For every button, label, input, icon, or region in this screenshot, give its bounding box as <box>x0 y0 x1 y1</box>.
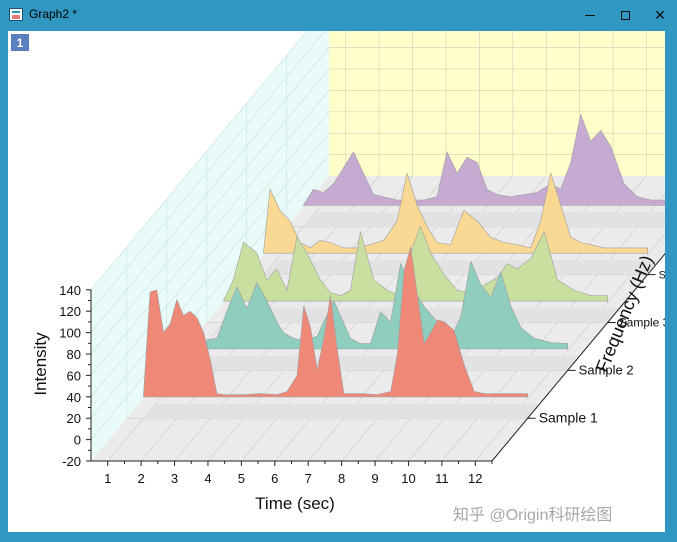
side-grid-line <box>90 31 326 312</box>
chart-series <box>143 114 665 419</box>
y-axis-title: Intensity <box>31 332 50 396</box>
x-axis-title: Time (sec) <box>255 494 335 513</box>
z-tick-label: Sample 3 <box>619 315 665 329</box>
layer-1-badge[interactable]: 1 <box>11 34 29 51</box>
side-grid-line <box>90 111 330 398</box>
graph-page[interactable]: 1 -20 0 20 40 60 80 100 120 140 1 2 3 4 5 6 7 8 9 10 11 12 Sa… <box>8 31 665 532</box>
side-grid-line <box>90 47 330 333</box>
y-tick-label: 140 <box>59 283 81 298</box>
side-grid-line <box>90 154 330 440</box>
series-floor-band <box>263 260 660 275</box>
x-tick-label: 4 <box>204 471 211 486</box>
z-tick-label: Sample 2 <box>579 362 634 377</box>
series-area-sample-5[interactable] <box>303 114 665 206</box>
series-area-sample-4[interactable] <box>263 172 648 254</box>
side-grid-line <box>90 68 330 355</box>
minimize-icon <box>585 14 595 16</box>
series-floor-band <box>183 356 580 371</box>
minimize-button[interactable] <box>575 3 605 27</box>
window-title: Graph2 * <box>29 7 78 21</box>
close-icon: ✕ <box>654 6 666 23</box>
side-grid-line <box>90 90 330 376</box>
close-button[interactable]: ✕ <box>645 3 675 27</box>
y-tick-label: 20 <box>67 411 81 426</box>
graph-window-icon[interactable] <box>9 8 23 21</box>
title-bar[interactable]: Graph2 * ✕ <box>0 0 677 30</box>
side-grid-line <box>90 132 330 419</box>
z-axis-line <box>491 253 665 462</box>
y-tick-label: 60 <box>67 368 81 383</box>
maximize-button[interactable] <box>610 3 640 27</box>
y-tick-label: 120 <box>59 304 81 319</box>
series-floor-band <box>143 404 540 419</box>
series-area-sample-1[interactable] <box>143 246 528 398</box>
z-tick-label: Sample 1 <box>539 409 598 425</box>
z-tick-label: Sample 4 <box>659 270 665 282</box>
x-tick-label: 9 <box>371 471 378 486</box>
x-tick-label: 12 <box>468 471 482 486</box>
y-tick-label: 0 <box>74 433 81 448</box>
x-tick-label: 10 <box>401 471 415 486</box>
x-tick-label: 3 <box>171 471 178 486</box>
x-tick-label: 7 <box>305 471 312 486</box>
watermark: 知乎 @Origin科研绘图 <box>453 507 613 524</box>
y-tick-label: 100 <box>59 326 81 341</box>
series-floor-band <box>303 212 665 227</box>
maximize-icon <box>620 10 630 20</box>
x-tick-label: 2 <box>138 471 145 486</box>
y-tick-label: 80 <box>67 347 81 362</box>
side-grid-line <box>90 31 308 291</box>
y-tick-label: -20 <box>62 454 81 469</box>
x-tick-label: 11 <box>435 471 449 486</box>
x-tick-label: 6 <box>271 471 278 486</box>
x-tick-label: 1 <box>104 471 111 486</box>
series-area-sample-2[interactable] <box>183 260 568 350</box>
y-tick-label: 40 <box>67 390 81 405</box>
x-tick-label: 5 <box>238 471 245 486</box>
x-tick-label: 8 <box>338 471 345 486</box>
